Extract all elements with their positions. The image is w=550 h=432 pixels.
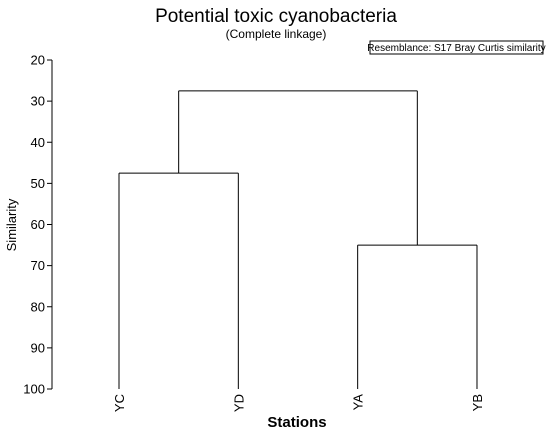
y-tick-label: 90 [31, 340, 45, 355]
leaf-label: YB [470, 394, 485, 411]
y-axis-ticks: 20 30 40 50 60 70 80 90 100 [23, 53, 52, 397]
x-axis-label: Stations [267, 414, 326, 431]
chart-subtitle: (Complete linkage) [226, 27, 327, 41]
y-tick-label: 30 [31, 94, 45, 109]
leaf-labels: YC YD YA YB [112, 394, 485, 412]
y-tick-label: 100 [23, 382, 45, 397]
leaf-label: YC [112, 394, 127, 412]
chart-title: Potential toxic cyanobacteria [155, 6, 397, 27]
y-tick-label: 20 [31, 53, 45, 68]
y-axis-label: Similarity [4, 198, 19, 251]
y-tick-label: 80 [31, 299, 45, 314]
y-tick-label: 70 [31, 258, 45, 273]
y-tick-label: 60 [31, 217, 45, 232]
leaf-label: YA [351, 394, 366, 411]
legend-text: Resemblance: S17 Bray Curtis similarity [367, 43, 545, 54]
leaf-label: YD [231, 394, 246, 412]
dendrogram-links [118, 90, 478, 389]
y-tick-label: 40 [31, 135, 45, 150]
legend-border [369, 40, 544, 55]
legend-box: Resemblance: S17 Bray Curtis similarity [367, 40, 546, 55]
y-tick-label: 50 [31, 176, 45, 191]
